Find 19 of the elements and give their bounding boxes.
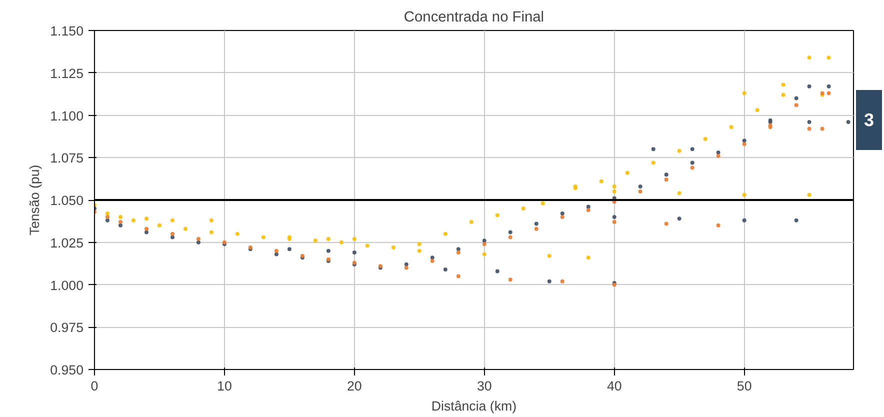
x-tick-label: 50 [736, 378, 752, 394]
y-tick-label: 1.075 [50, 150, 84, 166]
y-tick-label: 0.950 [50, 362, 84, 378]
y-tick-label: 1.150 [50, 24, 84, 38]
y-tick-label: 0.975 [50, 320, 84, 336]
y-tick-label: 1.000 [50, 278, 84, 293]
x-tick-label: 10 [217, 378, 232, 394]
x-tick-label: 20 [347, 378, 362, 394]
y-tick-label: 1.025 [50, 235, 84, 250]
x-tick-label: 30 [476, 378, 492, 394]
x-tick-label: 40 [606, 378, 622, 394]
y-tick-label: 1.050 [50, 193, 84, 208]
y-axis-title: Tensão (pu) [27, 164, 42, 236]
y-tick-label: 1.100 [50, 108, 84, 124]
text: 3 [864, 109, 874, 132]
x-tick-label: 0 [90, 378, 98, 394]
y-tick-label: 1.125 [50, 66, 84, 81]
x-axis-title: Distância (km) [431, 398, 517, 414]
chart-title: Concentrada no Final [404, 10, 544, 26]
